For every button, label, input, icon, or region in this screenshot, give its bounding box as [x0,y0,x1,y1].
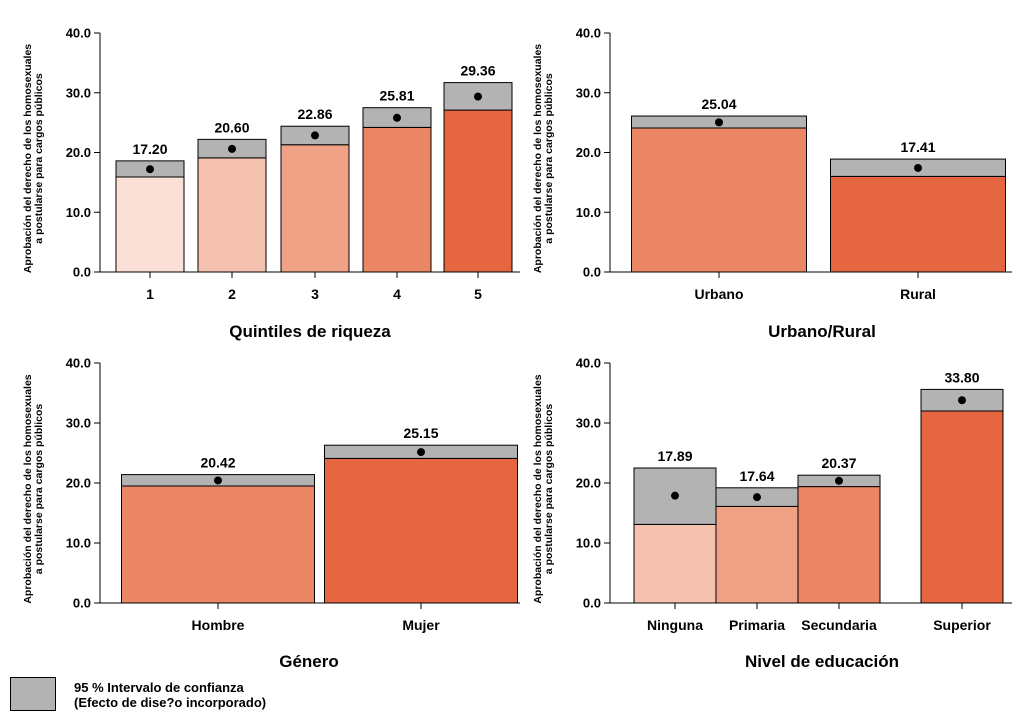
data-label: 20.42 [200,455,235,471]
bar [715,505,799,604]
data-label: 20.60 [214,119,249,135]
y-tick-label: 40.0 [66,26,91,41]
chart-title: Urbano/Rural [768,322,876,341]
data-label: 33.80 [944,369,979,385]
data-label: 25.04 [701,96,736,112]
x-tick-label: Secundaria [801,617,877,633]
x-tick-label: Hombre [192,617,245,633]
point-estimate-dot [914,163,922,172]
x-tick-label: Ninguna [647,617,703,633]
data-label: 17.20 [132,141,167,157]
bar [797,486,881,604]
y-tick-label: 30.0 [576,416,601,431]
y-axis-label-line: a postularse para cargos públicos [543,73,555,244]
point-estimate-dot [393,113,401,122]
y-tick-label: 10.0 [66,536,91,551]
x-tick-label: Urbano [695,286,744,302]
x-tick-label: 5 [474,286,482,302]
chart-panel-3: 0.0 10.0 20.0 30.0 40.0 Aprobación del derech… [22,356,520,671]
y-axis-label-line: a postularse para cargos públicos [33,73,45,244]
y-tick-label: 10.0 [576,205,601,220]
y-tick-label: 20.0 [66,145,91,160]
data-label: 17.64 [739,468,774,484]
bar [920,410,1004,604]
x-tick-label: Rural [900,286,936,302]
data-label: 25.81 [379,88,414,104]
chart-title: Nivel de educación [745,652,899,671]
y-axis-label: Aprobación del derecho de los homosexual… [22,374,45,603]
legend-swatch-confidence-interval [10,677,56,711]
y-axis-label-line: a postularse para cargos públicos [33,404,45,575]
y-axis-label-line: Aprobación del derecho de los homosexual… [532,44,544,273]
y-tick-label: 40.0 [66,356,91,371]
chart-panel-4: 0.0 10.0 20.0 30.0 40.0 Aprobación del derech… [532,356,1012,671]
x-tick-label: Superior [933,617,991,633]
y-axis-label-line: a postularse para cargos públicos [543,404,555,575]
y-tick-label: 30.0 [66,85,91,100]
y-tick-label: 20.0 [576,145,601,160]
point-estimate-dot [214,476,222,485]
point-estimate-dot [474,92,482,101]
point-estimate-dot [835,476,843,485]
data-label: 17.89 [657,448,692,464]
bar [362,126,432,273]
bar [324,457,518,604]
y-axis-label: Aprobación del derecho de los homosexual… [532,374,555,603]
point-estimate-dot [228,144,236,153]
y-axis-label-line: Aprobación del derecho de los homosexual… [22,44,34,273]
chart-title: Quintiles de riqueza [229,322,391,341]
point-estimate-dot [417,448,425,457]
y-tick-label: 40.0 [576,26,601,41]
point-estimate-dot [311,131,319,140]
y-tick-label: 10.0 [66,205,91,220]
x-tick-label: 4 [393,286,401,302]
bar [280,144,350,273]
data-label: 29.36 [460,63,495,79]
bar [633,523,717,604]
bar [115,176,185,273]
y-tick-label: 0.0 [583,596,601,611]
data-label: 20.37 [821,455,856,471]
y-axis-label: Aprobación del derecho de los homosexual… [22,44,45,273]
legend: 95 % Intervalo de confianza (Efecto de d… [10,677,410,713]
y-axis-label-line: Aprobación del derecho de los homosexual… [22,374,34,603]
data-label: 17.41 [900,139,935,155]
point-estimate-dot [146,165,154,174]
y-tick-label: 0.0 [73,596,91,611]
bar [443,109,513,273]
y-tick-label: 20.0 [66,476,91,491]
point-estimate-dot [671,491,679,500]
chart-title: Género [279,652,339,671]
point-estimate-dot [753,493,761,502]
legend-label-line2: (Efecto de dise?o incorporado) [74,695,267,710]
y-tick-label: 0.0 [73,265,91,280]
chart-panel-2: 0.0 10.0 20.0 30.0 40.0 Aprobación del derech… [532,26,1012,341]
y-tick-label: 30.0 [66,416,91,431]
bar [631,127,807,273]
y-tick-label: 40.0 [576,356,601,371]
y-axis-label: Aprobación del derecho de los homosexual… [532,44,555,273]
bar [830,175,1006,273]
x-tick-label: 1 [146,286,154,302]
y-tick-label: 20.0 [576,476,601,491]
data-label: 25.15 [403,425,438,441]
x-tick-label: Mujer [402,617,440,633]
x-tick-label: 2 [228,286,236,302]
data-label: 22.86 [297,106,332,122]
chart-panel-1: 0.0 10.0 20.0 30.0 40.0 Aprobación del derech… [22,26,520,341]
bar [121,485,315,604]
point-estimate-dot [715,118,723,127]
y-axis-label-line: Aprobación del derecho de los homosexual… [532,374,544,603]
y-tick-label: 10.0 [576,536,601,551]
x-tick-label: 3 [311,286,319,302]
point-estimate-dot [958,396,966,405]
x-tick-label: Primaria [729,617,785,633]
legend-text: 95 % Intervalo de confianza (Efecto de d… [74,680,266,710]
legend-label-line1: 95 % Intervalo de confianza [74,680,244,695]
bar [197,157,267,273]
y-tick-label: 0.0 [583,265,601,280]
y-tick-label: 30.0 [576,85,601,100]
